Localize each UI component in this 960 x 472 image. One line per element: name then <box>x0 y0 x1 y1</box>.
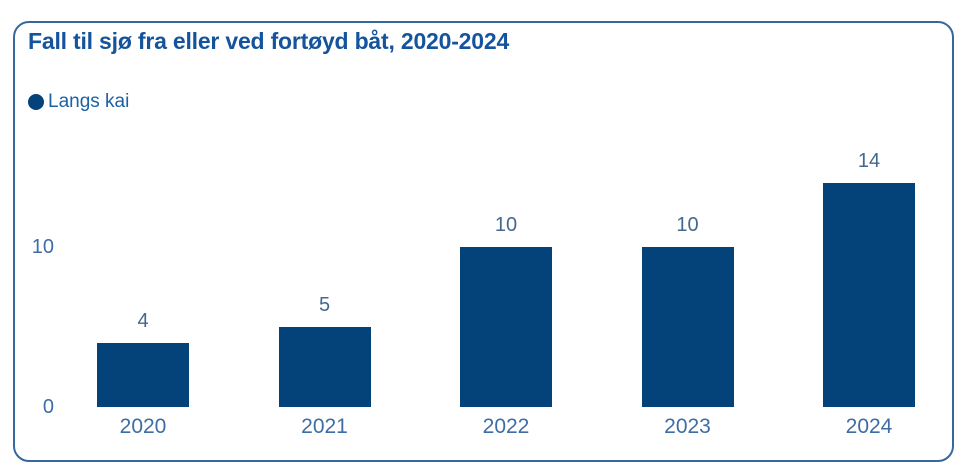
y-tick-label: 10 <box>31 236 54 258</box>
bar-value-label: 10 <box>494 214 518 236</box>
bar-value-label: 5 <box>318 294 331 316</box>
chart-title: Fall til sjø fra eller ved fortøyd båt, … <box>28 28 510 54</box>
x-axis-label-2023: 2023 <box>664 415 711 438</box>
legend-label: Langs kai <box>48 91 130 112</box>
bar-2020[interactable] <box>97 343 189 407</box>
x-axis-label-2024: 2024 <box>845 415 893 438</box>
bar-value-label: 14 <box>857 150 881 172</box>
bar-value-label: 10 <box>676 214 699 236</box>
bar-2022[interactable] <box>460 247 552 407</box>
legend-item-langs-kai[interactable]: Langs kai <box>28 91 129 113</box>
bar-2024[interactable] <box>823 183 915 407</box>
bar-2023[interactable] <box>641 247 734 407</box>
legend-dot-icon <box>28 94 44 110</box>
x-axis-label-2020: 2020 <box>119 415 167 438</box>
x-axis-label-2022: 2022 <box>482 415 530 438</box>
y-tick-label: 0 <box>42 396 54 418</box>
bar-value-label: 4 <box>137 310 149 332</box>
bar-2021[interactable] <box>278 327 371 407</box>
x-axis-label-2021: 2021 <box>301 415 348 438</box>
